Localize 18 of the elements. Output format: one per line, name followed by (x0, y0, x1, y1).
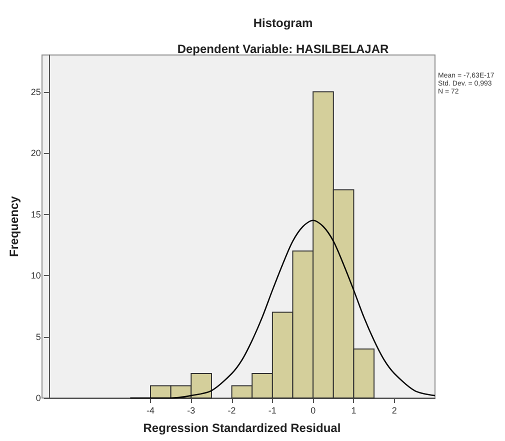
y-tick-label: 5 (36, 332, 41, 342)
chart-title: Histogram (253, 16, 313, 30)
y-axis-title: Frequency (7, 196, 21, 257)
y-tick-label: 0 (36, 393, 41, 403)
chart-subtitle: Dependent Variable: HASILBELAJAR (177, 42, 390, 56)
y-tick-label: 25 (30, 86, 41, 97)
x-tick-label: -1 (268, 406, 276, 416)
x-tick-label: -2 (228, 406, 236, 416)
line-series (130, 220, 436, 399)
x-tick-label: -3 (187, 406, 196, 416)
x-tick-label: 1 (351, 406, 356, 416)
x-tick-label: 0 (310, 406, 316, 416)
y-tick-label: 15 (30, 209, 41, 220)
x-axis-title: Regression Standardized Residual (143, 421, 341, 435)
x-tick-label: 2 (392, 406, 397, 416)
y-tick-label: 20 (30, 148, 41, 158)
y-tick-label: 10 (30, 270, 41, 280)
x-tick-label: -4 (146, 406, 155, 416)
